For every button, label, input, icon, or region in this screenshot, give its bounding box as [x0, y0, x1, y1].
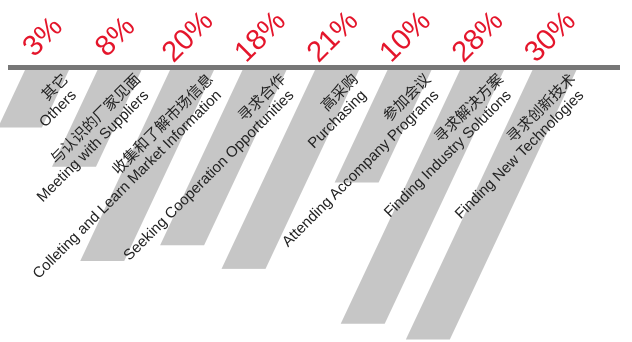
bar-attending-accompany-programs — [334, 70, 432, 183]
value-label-meeting-with-suppliers: 8% — [89, 11, 141, 63]
bars-layer — [0, 70, 577, 340]
value-label-colleting-and-learn-market-information: 20% — [156, 5, 220, 69]
bar-finding-industry-solutions — [340, 70, 504, 324]
bar-finding-new-technologies — [405, 70, 577, 340]
bar-others — [0, 70, 69, 128]
bar-meeting-with-suppliers — [52, 70, 142, 167]
value-label-attending-accompany-programs: 10% — [373, 5, 437, 69]
bar-seeking-cooperation-opportunities — [160, 70, 287, 246]
axis-baseline — [8, 65, 620, 70]
value-labels-layer: 3% 8% 20% 18% 21% 10% 28% 30% — [17, 5, 582, 69]
bar-purchasing — [221, 70, 359, 269]
value-label-finding-new-technologies: 30% — [518, 5, 582, 69]
value-label-seeking-cooperation-opportunities: 18% — [228, 5, 292, 69]
value-label-purchasing: 21% — [301, 5, 365, 69]
value-label-finding-industry-solutions: 28% — [446, 5, 510, 69]
bar-colleting-and-learn-market-information — [80, 70, 214, 261]
value-label-others: 3% — [17, 11, 69, 63]
